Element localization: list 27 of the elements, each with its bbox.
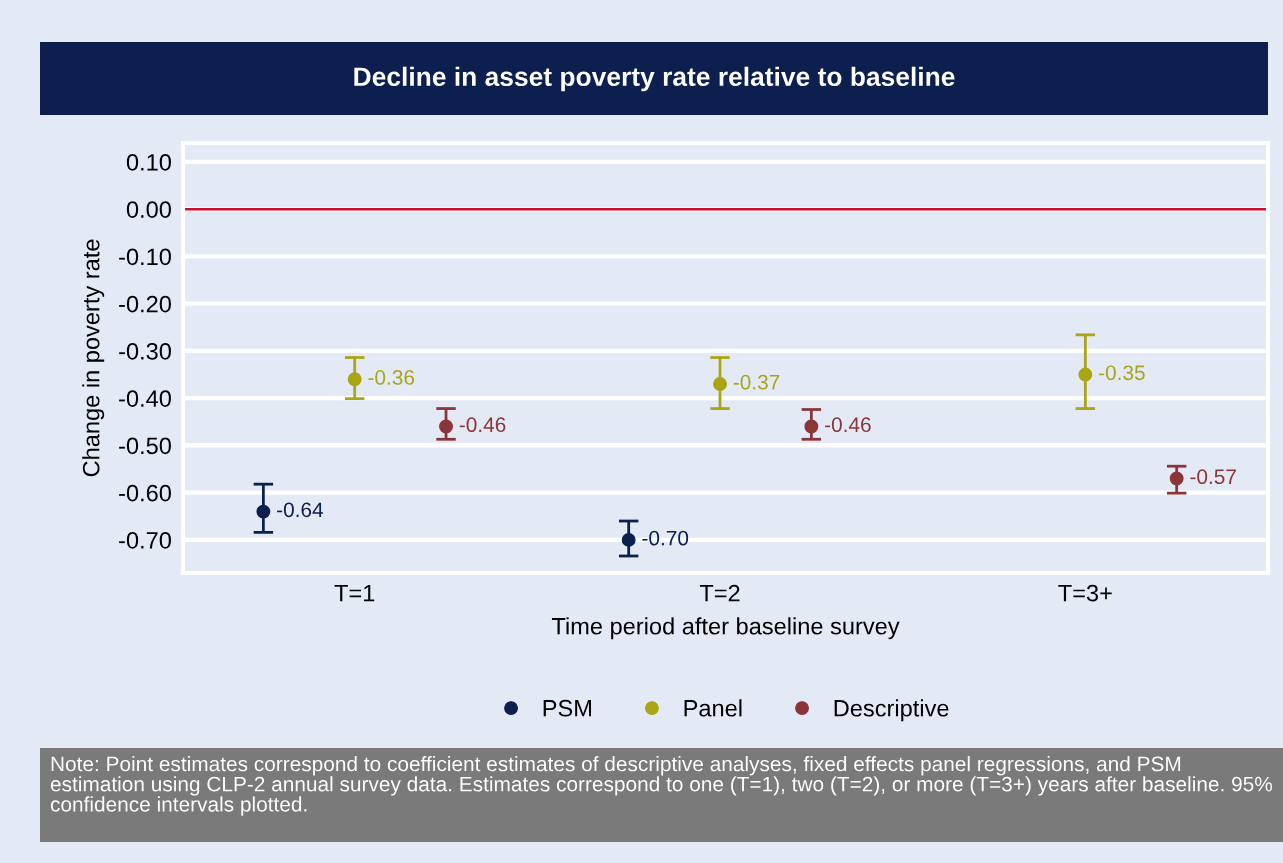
y-tick-label: 0.00 [126,201,171,218]
data-label: -0.57 [1190,469,1236,485]
y-tick-label: -0.50 [119,437,171,455]
y-tick-label: -0.60 [119,484,171,502]
y-tick-label: -0.70 [119,531,171,549]
text: Note: Point estimates correspond to coefficient estimates of descriptive analyses, fixed effects panel regressions, and PSM estimation using CLP-2 annual survey data. Estimates correspond to one (T=1), two (T=2), or more (T=3+) years after baseline. 95% confidence intervals plotted. [50,756,1273,816]
y-tick-label: -0.40 [119,390,171,407]
x-tick-label: T=2 [699,584,740,602]
x-tick-label: T=1 [334,584,375,602]
x-tick-label: T=3+ [1058,584,1112,602]
y-tick-label: -0.20 [119,295,171,313]
data-label: -0.35 [1099,365,1145,381]
data-label: -0.46 [459,417,506,433]
data-label: -0.37 [733,374,780,390]
y-tick-label: -0.30 [119,342,171,360]
chart-title: Decline in asset poverty rate relative to baseline [354,66,955,92]
data-label: -0.70 [642,530,689,546]
data-label: -0.46 [825,417,871,433]
legend-label: Descriptive [834,699,949,722]
legend-label: PSM [543,699,591,717]
data-label: -0.64 [277,502,324,518]
y-axis-title: Change in poverty rate [82,239,105,477]
y-tick-label: -0.10 [119,248,171,266]
x-axis-title: Time period after baseline survey [551,617,900,640]
data-label: -0.36 [368,370,415,385]
legend-label: Panel [684,699,742,717]
y-tick-label: 0.10 [126,153,171,171]
